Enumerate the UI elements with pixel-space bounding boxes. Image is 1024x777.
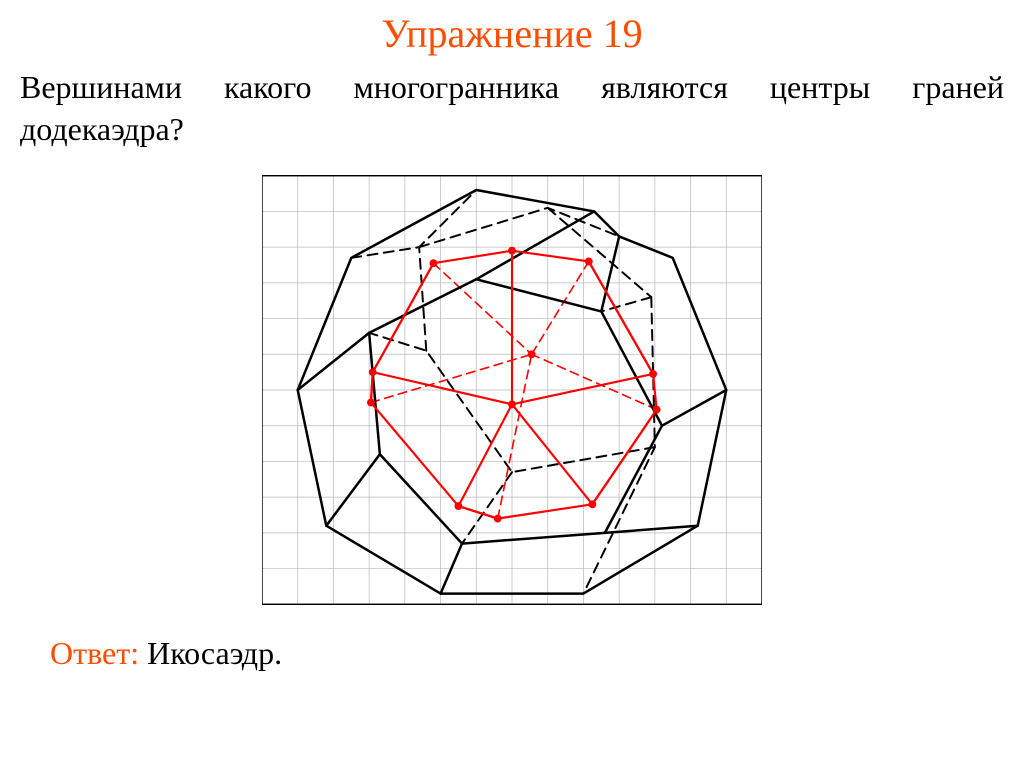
polyhedron-diagram xyxy=(262,170,762,610)
exercise-title: Упражнение 19 xyxy=(0,10,1024,57)
answer-text: Икосаэдр. xyxy=(139,635,282,671)
icosahedron-visible-edges xyxy=(371,251,657,519)
question-text: Вершинами какого многогранника являются … xyxy=(0,67,1024,150)
diagram-container xyxy=(0,170,1024,615)
title-text: Упражнение 19 xyxy=(381,11,642,56)
answer-label: Ответ: xyxy=(50,635,139,671)
answer-row: Ответ: Икосаэдр. xyxy=(0,635,1024,672)
